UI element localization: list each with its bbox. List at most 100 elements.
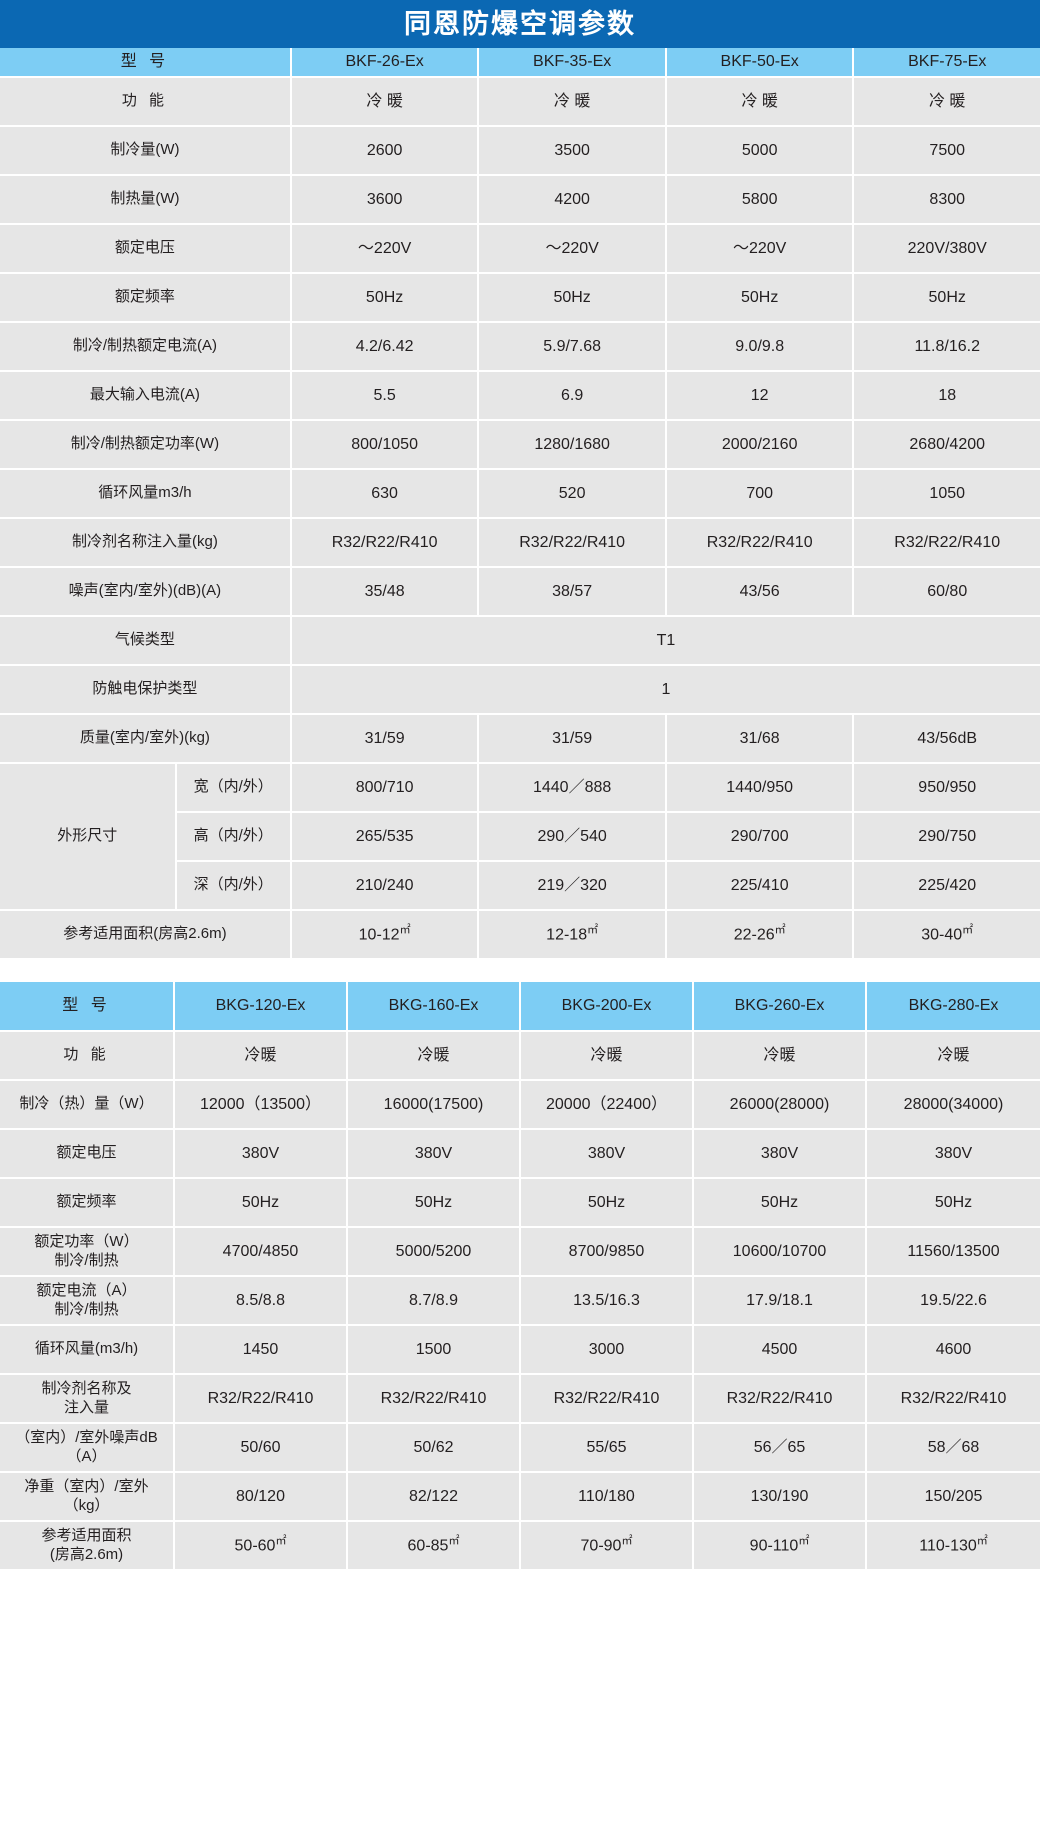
row-label: 额定频率 xyxy=(0,273,292,323)
value-cell: 17.9/18.1 xyxy=(693,1276,867,1326)
page-title-banner: 同恩防爆空调参数 xyxy=(0,0,1040,48)
bkg-spec-table: 型 号 BKG-120-Ex BKG-160-Ex BKG-200-Ex BKG-260… xyxy=(0,982,1040,1571)
value-cell: 12000（13500） xyxy=(174,1080,348,1130)
value-cell: 19.5/22.6 xyxy=(866,1276,1040,1326)
value-cell: 1450 xyxy=(174,1325,348,1375)
value-cell: 12 xyxy=(665,371,855,421)
table-row: 质量(室内/室外)(kg) 31/59 31/59 31/68 43/56dB xyxy=(0,714,1040,764)
value-cell: 700 xyxy=(665,469,855,519)
value-cell: 380V xyxy=(347,1129,521,1179)
value-cell: 265/535 xyxy=(290,812,480,862)
value-cell: 50Hz xyxy=(290,273,480,323)
column-header-model: BKG-280-Ex xyxy=(866,982,1040,1032)
value-cell: 3000 xyxy=(520,1325,694,1375)
column-header-model: BKF-35-Ex xyxy=(478,48,667,78)
row-label: 防触电保护类型 xyxy=(0,665,292,715)
value-cell: 8300 xyxy=(853,175,1040,225)
value-cell: 20000（22400） xyxy=(520,1080,694,1130)
value-cell: 50/60 xyxy=(174,1423,348,1473)
column-header-model: BKG-260-Ex xyxy=(693,982,867,1032)
merged-value-cell: 1 xyxy=(290,665,1040,715)
value-cell: 9.0/9.8 xyxy=(665,322,855,372)
value-cell: 50Hz xyxy=(693,1178,867,1228)
value-cell: 31/59 xyxy=(478,714,667,764)
value-cell: ～220V xyxy=(290,224,480,274)
value-cell: 冷暖 xyxy=(520,1031,694,1081)
value-cell: 290／540 xyxy=(478,812,667,862)
value-cell: 4600 xyxy=(866,1325,1040,1375)
value-cell: 380V xyxy=(693,1129,867,1179)
value-cell: 380V xyxy=(174,1129,348,1179)
value-cell: 50Hz xyxy=(866,1178,1040,1228)
value-cell: 50/62 xyxy=(347,1423,521,1473)
value-cell: R32/R22/R410 xyxy=(693,1374,867,1424)
value-cell: 50Hz xyxy=(665,273,855,323)
column-header-model: BKG-120-Ex xyxy=(174,982,348,1032)
value-cell: 58／68 xyxy=(866,1423,1040,1473)
row-label: 制冷（热）量（W） xyxy=(0,1080,175,1130)
value-cell: 35/48 xyxy=(290,567,480,617)
value-cell: 10-12㎡ xyxy=(290,910,480,960)
value-cell: R32/R22/R410 xyxy=(347,1374,521,1424)
value-cell: 10600/10700 xyxy=(693,1227,867,1277)
value-cell: 219／320 xyxy=(478,861,667,911)
value-cell: 11560/13500 xyxy=(866,1227,1040,1277)
row-label: 循环风量m3/h xyxy=(0,469,292,519)
value-cell: 31/59 xyxy=(290,714,480,764)
table-row: 额定频率 50Hz 50Hz 50Hz 50Hz 50Hz xyxy=(0,1178,1040,1228)
row-label: 制冷/制热额定功率(W) xyxy=(0,420,292,470)
row-label: 额定电流（A） 制冷/制热 xyxy=(0,1276,175,1326)
table-row: 气候类型 T1 xyxy=(0,616,1040,666)
table-row: 额定功率（W） 制冷/制热 4700/4850 5000/5200 8700/9850 1… xyxy=(0,1227,1040,1277)
value-cell: R32/R22/R410 xyxy=(174,1374,348,1424)
value-cell: 1440／888 xyxy=(478,763,667,813)
column-header-model: BKG-200-Ex xyxy=(520,982,694,1032)
bkf-spec-table: 型 号 BKF-26-Ex BKF-35-Ex BKF-50-Ex BKF-75-Ex 功… xyxy=(0,48,1040,960)
value-cell: 7500 xyxy=(853,126,1040,176)
row-label: 制冷剂名称及 注入量 xyxy=(0,1374,175,1424)
table-row: 制冷（热）量（W） 12000（13500） 16000(17500) 20000（2… xyxy=(0,1080,1040,1130)
value-cell: 冷 暖 xyxy=(853,77,1040,127)
value-cell: 290/700 xyxy=(665,812,855,862)
value-cell: 800/710 xyxy=(290,763,480,813)
value-cell: 8.7/8.9 xyxy=(347,1276,521,1326)
value-cell: 150/205 xyxy=(866,1472,1040,1522)
value-cell: 56／65 xyxy=(693,1423,867,1473)
value-cell: 6.9 xyxy=(478,371,667,421)
table-separator xyxy=(0,960,1040,982)
row-label: 循环风量(m3/h) xyxy=(0,1325,175,1375)
value-cell: 60/80 xyxy=(853,567,1040,617)
value-cell: 380V xyxy=(866,1129,1040,1179)
value-cell: 60-85㎡ xyxy=(347,1521,521,1571)
value-cell: 3500 xyxy=(478,126,667,176)
value-cell: 8.5/8.8 xyxy=(174,1276,348,1326)
merged-value-cell: T1 xyxy=(290,616,1040,666)
table-row: 制冷/制热额定电流(A) 4.2/6.42 5.9/7.68 9.0/9.8 11.8/… xyxy=(0,322,1040,372)
value-cell: R32/R22/R410 xyxy=(853,518,1040,568)
value-cell: 5000/5200 xyxy=(347,1227,521,1277)
row-label: 气候类型 xyxy=(0,616,292,666)
row-label: 功 能 xyxy=(0,77,292,127)
value-cell: 冷 暖 xyxy=(478,77,667,127)
table-row: 制冷/制热额定功率(W) 800/1050 1280/1680 2000/2160 26… xyxy=(0,420,1040,470)
column-header-model-label: 型 号 xyxy=(0,48,292,78)
column-header-model-label: 型 号 xyxy=(0,982,175,1032)
row-label: （室内）/室外噪声dB （A） xyxy=(0,1423,175,1473)
column-header-model: BKF-26-Ex xyxy=(290,48,480,78)
value-cell: 4500 xyxy=(693,1325,867,1375)
value-cell: 630 xyxy=(290,469,480,519)
value-cell: ～220V xyxy=(478,224,667,274)
row-label: 额定电压 xyxy=(0,1129,175,1179)
value-cell: 4.2/6.42 xyxy=(290,322,480,372)
table-row: 制冷剂名称注入量(kg) R32/R22/R410 R32/R22/R410 R32/… xyxy=(0,518,1040,568)
value-cell: 110/180 xyxy=(520,1472,694,1522)
table-row: 额定电流（A） 制冷/制热 8.5/8.8 8.7/8.9 13.5/16.3 17.9/… xyxy=(0,1276,1040,1326)
table-header-row: 型 号 BKG-120-Ex BKG-160-Ex BKG-200-Ex BKG-260… xyxy=(0,982,1040,1032)
row-label: 净重（室内）/室外 （kg） xyxy=(0,1472,175,1522)
value-cell: R32/R22/R410 xyxy=(665,518,855,568)
value-cell: 225/410 xyxy=(665,861,855,911)
table-row: 最大输入电流(A) 5.5 6.9 12 18 xyxy=(0,371,1040,421)
column-header-model: BKF-75-Ex xyxy=(853,48,1040,78)
value-cell: 5.9/7.68 xyxy=(478,322,667,372)
value-cell: 1500 xyxy=(347,1325,521,1375)
